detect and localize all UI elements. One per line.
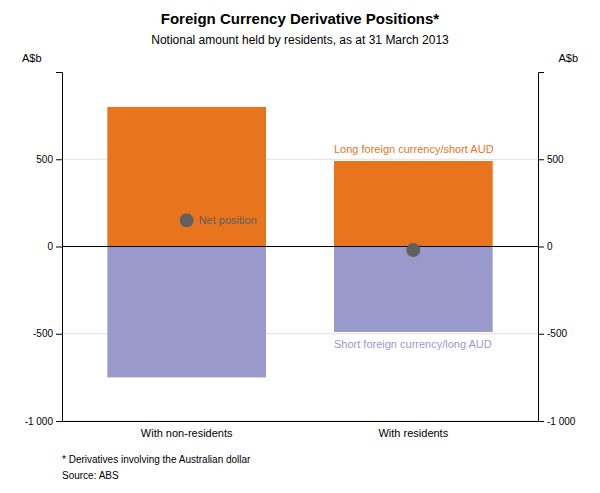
tick-label: -500 — [33, 328, 53, 339]
footnote: * Derivatives involving the Australian d… — [62, 454, 251, 465]
tick-mark — [538, 334, 544, 335]
marks — [62, 107, 538, 377]
title: Foreign Currency Derivative Positions* — [161, 10, 440, 27]
baseline — [62, 246, 538, 247]
point-series — [180, 213, 421, 257]
tick: 0 — [47, 241, 62, 252]
y2-axis: -1 000 -500 0 500 — [538, 73, 576, 427]
tick-label: 500 — [547, 154, 564, 165]
chart: -1 000 -500 0 500 -1 000 -500 0 500 With non-res… — [0, 0, 600, 493]
bar-series — [107, 107, 492, 247]
tick-mark — [56, 334, 62, 335]
tick: 500 — [538, 154, 564, 165]
series-label: Net position — [199, 214, 257, 226]
y2-axis-label: A$b — [558, 52, 578, 64]
tick-label: -1 000 — [547, 416, 576, 427]
tick: 500 — [36, 154, 62, 165]
tick-label: -1 000 — [25, 416, 54, 427]
tick: With non-residents — [141, 421, 233, 439]
tick-label: -500 — [547, 328, 567, 339]
tick-mark — [538, 159, 544, 160]
grid-line — [62, 421, 538, 422]
grid-line — [62, 246, 538, 247]
axis-line — [56, 73, 63, 422]
point — [406, 243, 420, 257]
tick-mark — [538, 247, 544, 248]
tick-label: With residents — [378, 427, 448, 439]
axis-line — [63, 421, 539, 422]
tick-mark — [56, 159, 62, 160]
y-axis-label: A$b — [22, 52, 42, 64]
tick-mark — [56, 247, 62, 248]
bar — [334, 247, 493, 333]
bar — [107, 247, 266, 378]
axis-line — [539, 73, 545, 422]
series-label: Long foreign currency/short AUD — [334, 143, 494, 155]
tick-mark — [538, 421, 544, 422]
tick: -500 — [538, 328, 567, 339]
y-axis: -1 000 -500 0 500 — [25, 73, 63, 427]
texts: Foreign Currency Derivative Positions* No… — [22, 10, 578, 481]
point — [180, 213, 194, 227]
tick-label: 0 — [47, 241, 53, 252]
tick-mark — [56, 421, 62, 422]
bar — [107, 107, 266, 247]
bar — [334, 161, 493, 247]
tick-label: 0 — [547, 241, 553, 252]
tick: With residents — [378, 421, 448, 439]
subtitle: Notional amount held by residents, as at… — [151, 33, 449, 47]
series-label: Short foreign currency/long AUD — [334, 338, 492, 350]
tick: -500 — [33, 328, 62, 339]
x-axis: With non-residents With residents — [63, 421, 539, 439]
tick-label: 500 — [36, 154, 53, 165]
bar-series — [107, 247, 492, 378]
tick: -1 000 — [538, 416, 576, 427]
tick: -1 000 — [25, 416, 62, 427]
footnote: Source: ABS — [62, 470, 119, 481]
tick-label: With non-residents — [141, 427, 233, 439]
tick: 0 — [538, 241, 553, 252]
